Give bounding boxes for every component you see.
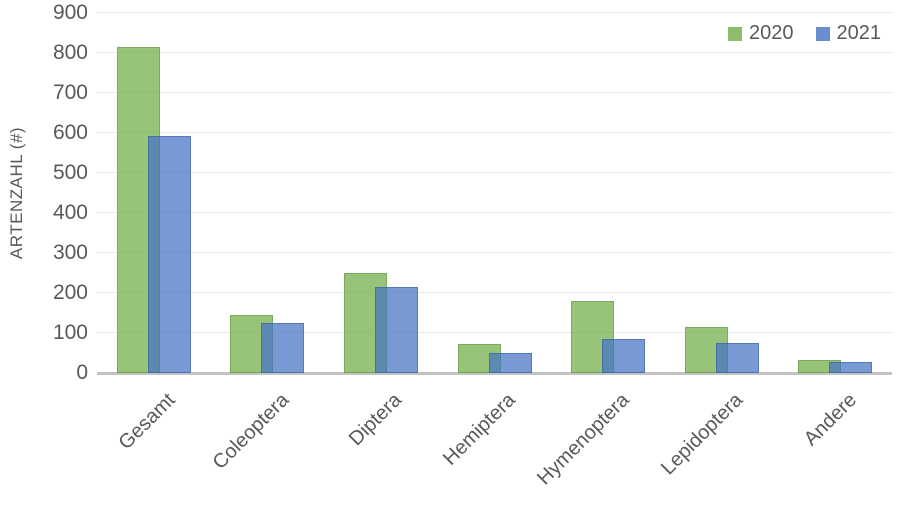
x-category-label: Diptera (345, 389, 407, 451)
bar-group (798, 13, 873, 373)
bar-group (684, 13, 759, 373)
legend-item: 2021 (815, 22, 882, 45)
x-category-label: Hymenoptera (533, 389, 634, 490)
gridline (97, 92, 892, 93)
x-category-label: Gesamt (114, 389, 180, 455)
y-tick-label: 700 (52, 81, 88, 104)
legend-swatch-icon (815, 26, 830, 41)
x-category-label: Hemiptera (439, 389, 521, 470)
y-tick-label: 600 (52, 121, 88, 144)
legend-swatch-icon (728, 26, 742, 41)
x-category-label: Andere (799, 389, 861, 451)
bar-2021 (829, 361, 873, 373)
gridline (97, 212, 892, 213)
gridline (97, 172, 892, 173)
gridline (97, 12, 892, 13)
legend-label: 2020 (749, 22, 794, 44)
plot-area (97, 12, 892, 375)
bar-group (457, 13, 532, 373)
gridline (97, 252, 892, 253)
bar-2021 (374, 287, 418, 373)
bar-group (116, 13, 191, 373)
x-category-label: Coleoptera (208, 389, 293, 474)
legend: 2020 2021 (728, 22, 881, 45)
bar-2021 (715, 343, 759, 373)
bar-group (230, 13, 305, 373)
x-category-label: Lepidoptera (656, 389, 748, 480)
legend-label: 2021 (836, 22, 882, 44)
x-axis-line (97, 372, 892, 375)
gridline (97, 292, 892, 293)
gridline (97, 52, 892, 53)
y-tick-label: 500 (52, 161, 88, 184)
y-tick-label: 400 (52, 201, 88, 224)
y-tick-label: 0 (76, 361, 88, 384)
y-tick-label: 900 (52, 1, 88, 24)
bar-2021 (488, 352, 532, 373)
y-tick-label: 100 (52, 321, 88, 344)
bar-2021 (602, 339, 646, 373)
bar-group (571, 13, 646, 373)
bar-2021 (261, 323, 305, 373)
y-tick-label: 800 (52, 41, 88, 64)
y-tick-label: 200 (52, 281, 88, 304)
gridline (97, 332, 892, 333)
bar-group (343, 13, 418, 373)
y-axis-title: ARTENZAHL (#) (7, 126, 26, 260)
y-tick-label: 300 (52, 241, 88, 264)
bar-2021 (147, 136, 191, 373)
legend-item: 2020 (728, 22, 794, 45)
gridline (97, 132, 892, 133)
